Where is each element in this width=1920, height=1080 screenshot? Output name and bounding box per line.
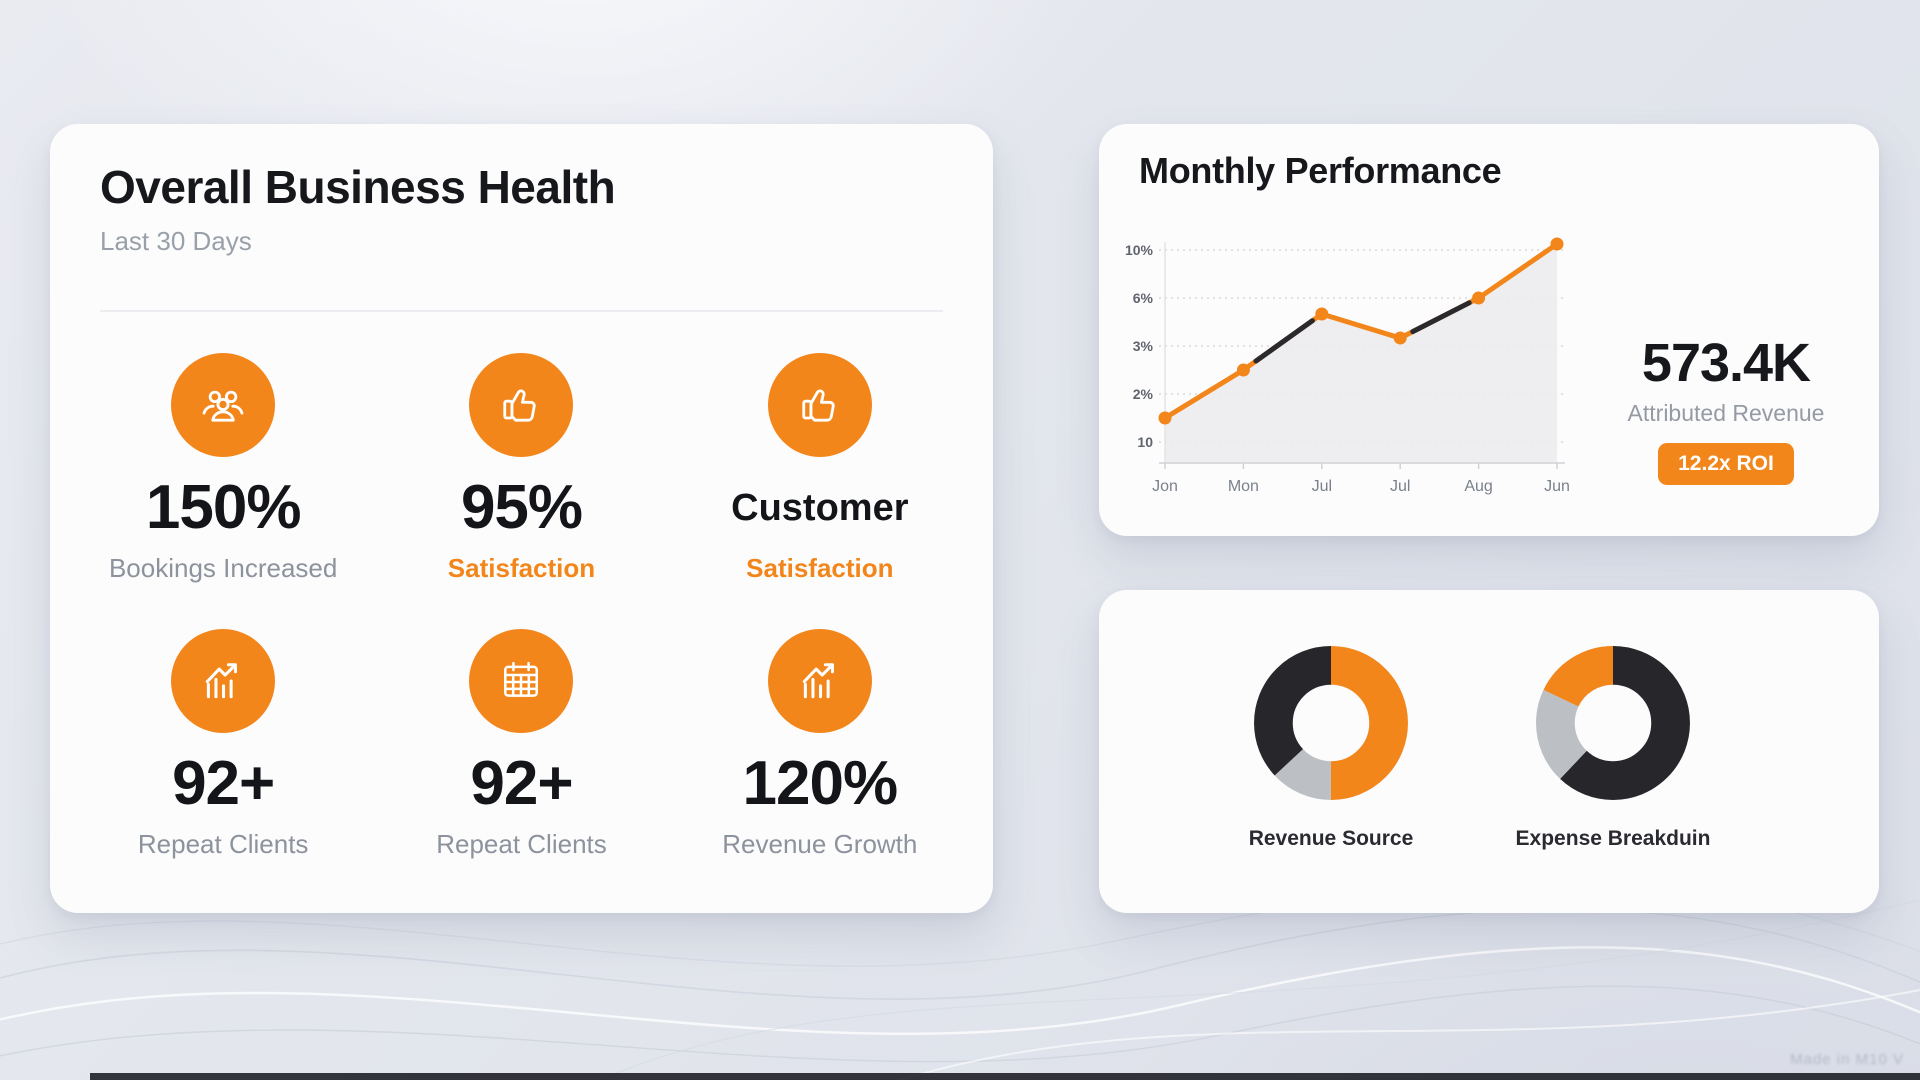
users-icon (171, 352, 276, 457)
watermark: Made in M10 V (1790, 1051, 1904, 1068)
metric-0: 150% Bookings Increased (74, 330, 372, 607)
metric-2: Customer Satisfaction (671, 330, 969, 607)
metrics-grid: 150% Bookings Increased 95% Satisfaction Cus… (74, 330, 969, 883)
revenue-source-chart: Revenue Source (1231, 638, 1431, 851)
metric-4: 92+ Repeat Clients (372, 607, 670, 884)
metric-label: Repeat Clients (436, 829, 607, 860)
revenue-source-donut (1254, 646, 1408, 800)
bottom-edge-bar (90, 1073, 1920, 1080)
health-card-subtitle: Last 30 Days (100, 226, 252, 256)
metric-value: 95% (460, 472, 583, 542)
svg-text:10: 10 (1137, 434, 1153, 450)
svg-text:2%: 2% (1133, 386, 1154, 402)
performance-card-title: Monthly Performance (1139, 150, 1502, 191)
svg-text:6%: 6% (1133, 290, 1154, 306)
metric-label: Bookings Increased (108, 552, 338, 583)
svg-text:Jul: Jul (1390, 478, 1410, 495)
metric-label: Satisfaction (746, 552, 894, 583)
revenue-source-label: Revenue Source (1248, 827, 1414, 850)
bar-growth-icon (171, 629, 276, 734)
calendar-icon (469, 629, 574, 734)
svg-text:Mon: Mon (1228, 478, 1259, 495)
svg-text:Aug: Aug (1464, 478, 1492, 495)
performance-line-chart: 10% 6% 3% 2% 10 Jon Mon Jul Jul Aug Jun (1125, 237, 1570, 495)
thumbs-up-icon (767, 352, 872, 457)
metric-label: Revenue Growth (722, 829, 918, 860)
expense-breakdown-chart: Expense Breakduin (1513, 638, 1713, 851)
svg-text:Jon: Jon (1152, 478, 1178, 495)
metric-value: 150% (145, 472, 302, 542)
divider (100, 310, 943, 312)
health-card-title: Overall Business Health (100, 161, 616, 213)
expense-breakdown-donut (1536, 646, 1690, 800)
metric-label: Satisfaction (447, 552, 596, 583)
metric-value: Customer (731, 486, 909, 529)
metric-1: 95% Satisfaction (372, 330, 670, 607)
breakdown-card: Revenue Source Expense Breakduin (1099, 590, 1879, 913)
thumbs-up-icon (469, 352, 574, 457)
metric-value: 92+ (172, 749, 275, 819)
svg-text:3%: 3% (1133, 338, 1154, 354)
attributed-revenue-label: Attributed Revenue (1627, 400, 1825, 426)
attributed-revenue-value: 573.4K (1641, 333, 1811, 393)
metric-value: 92+ (470, 749, 573, 819)
svg-text:Jun: Jun (1544, 478, 1570, 495)
segment-orange (1536, 646, 1690, 800)
svg-text:10%: 10% (1125, 242, 1154, 258)
performance-stats: 573.4K Attributed Revenue 12.2x ROI (1601, 332, 1851, 485)
metric-label: Repeat Clients (137, 829, 309, 860)
monthly-performance-card: Monthly Performance 10% 6% 3% 2% 10 Jon Mon Jul… (1099, 124, 1879, 536)
metric-5: 120% Revenue Growth (671, 607, 969, 884)
metric-value: 120% (742, 749, 899, 819)
metric-3: 92+ Repeat Clients (74, 607, 372, 884)
roi-badge: 12.2x ROI (1658, 443, 1794, 485)
segment-black (1254, 646, 1408, 800)
svg-text:Jul: Jul (1312, 478, 1332, 495)
expense-breakdown-label: Expense Breakduin (1515, 827, 1711, 850)
business-health-card: Overall Business Health Last 30 Days 150… (50, 124, 993, 913)
bar-growth-icon (767, 629, 872, 734)
segment-gray (1536, 646, 1690, 800)
